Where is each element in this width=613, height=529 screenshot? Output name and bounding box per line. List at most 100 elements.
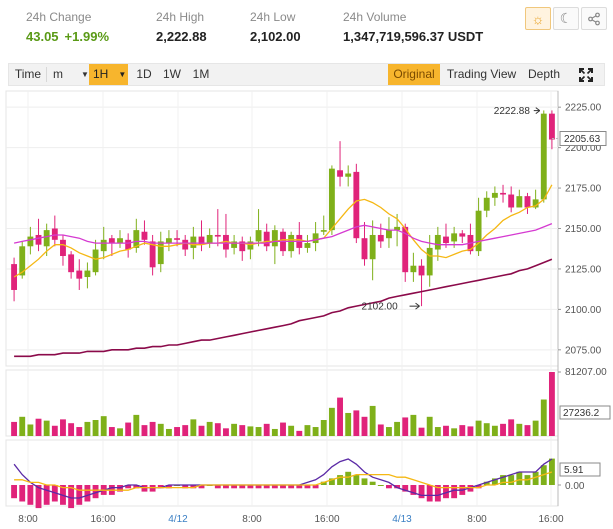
volume-bar (43, 420, 50, 436)
candle-body (43, 230, 50, 247)
stat-label: 24h High (156, 10, 205, 24)
volume-bar (304, 425, 311, 436)
chevron-down-icon: ▼ (81, 70, 89, 79)
candle-body (491, 192, 498, 198)
moving-average-lines (13, 184, 553, 358)
interval-1h-dropdown[interactable]: 1H ▼ (89, 64, 128, 85)
stat-24h-high: 24h High 2,222.88 (156, 10, 207, 44)
depth-button[interactable]: Depth (527, 67, 561, 81)
time-button[interactable]: Time (14, 67, 42, 81)
candle-body (231, 241, 238, 248)
candle-body (320, 230, 327, 232)
chevron-down-icon: ▼ (118, 70, 127, 79)
interval-1m-button[interactable]: 1M (192, 67, 210, 81)
fullscreen-icon[interactable] (573, 64, 599, 85)
share-icon[interactable] (581, 7, 607, 30)
volume-bar (500, 423, 506, 436)
candle-body (141, 231, 148, 240)
candle-body (353, 171, 360, 239)
candle-body (223, 234, 229, 250)
candles-layer (11, 110, 555, 307)
time-axis-label: 4/12 (168, 514, 188, 525)
time-axis-label: 16:00 (538, 514, 563, 525)
candle-body (451, 233, 458, 242)
macd-histogram-bar (198, 485, 205, 489)
candle-body (206, 234, 213, 244)
price-tick-label: 2100.00 (565, 305, 602, 316)
low-marker-label: 2102.00 (362, 302, 399, 313)
volume-bar (271, 428, 278, 436)
interval-1d-button[interactable]: 1D (136, 67, 152, 81)
time-axis-label: 8:00 (242, 514, 262, 525)
macd-histogram-bar (548, 458, 555, 485)
time-axis: 8:00 16:00 4/12 8:00 16:00 4/13 8:00 16:00 (18, 514, 564, 525)
volume-bar (35, 418, 42, 436)
tradingview-button[interactable]: Trading View (446, 67, 517, 81)
sun-icon[interactable]: ☼ (525, 7, 551, 30)
macd-histogram-bar (361, 478, 368, 485)
candle-body (312, 233, 319, 244)
candle-body (247, 241, 254, 250)
macd-histogram-bar (394, 485, 401, 489)
volume-bar (149, 421, 156, 436)
macd-current-label: 5.91 (564, 465, 584, 476)
macd-signal-line (14, 471, 553, 491)
macd-histogram-bar (345, 471, 352, 485)
volume-bar (68, 423, 75, 436)
macd-histogram-bar (76, 485, 83, 505)
candle-body (532, 199, 539, 208)
volume-bar (280, 422, 286, 436)
volume-bar (369, 405, 376, 436)
stat-24h-low: 24h Low 2,102.00 (250, 10, 301, 44)
candle-body (117, 238, 123, 244)
volume-bar (11, 421, 18, 436)
high-marker-label: 2222.88 (494, 106, 531, 117)
volume-bar (312, 427, 319, 436)
candle-body (149, 241, 156, 268)
current-price-box (559, 131, 607, 147)
original-view-button[interactable]: Original (388, 64, 440, 85)
candle-body (239, 241, 246, 252)
minute-dropdown[interactable]: m ▼ (49, 64, 89, 85)
candle-body (92, 249, 99, 273)
macd-histogram-bar (304, 485, 311, 489)
volume-bar (84, 421, 91, 436)
macd-histogram-bar (418, 485, 425, 499)
macd-histogram-bar (434, 485, 441, 502)
macd-histogram-bar (410, 485, 417, 495)
header-buttons: ☼ ☾ (523, 7, 607, 30)
interval-label: 1H (93, 67, 109, 81)
macd-histogram-bar (353, 475, 360, 485)
volume-bar (475, 420, 482, 436)
volume-bars-layer (11, 372, 555, 436)
volume-bar (459, 425, 466, 436)
volume-bar (27, 424, 34, 436)
macd-histogram-bar (271, 485, 278, 489)
macd-histogram-bar (443, 485, 449, 499)
volume-bar (540, 399, 547, 436)
ma-long-line (14, 258, 553, 358)
macd-histogram-bar (500, 475, 506, 485)
kline-chart[interactable]: 2225.00 2200.00 2175.00 2150.00 2125.00 2100.… (0, 88, 613, 529)
stat-value: 2,102.00 (250, 29, 301, 44)
price-tick-label: 2200.00 (565, 143, 602, 154)
volume-bar (231, 423, 238, 436)
toolbar-divider (46, 67, 47, 82)
macd-histogram-bar (467, 485, 474, 492)
volume-bar (239, 425, 246, 436)
macd-histogram-bar (84, 485, 91, 502)
candle-body (182, 239, 189, 250)
volume-bar (214, 423, 221, 436)
candle-body (386, 230, 392, 239)
change-percent: +1.99% (64, 29, 109, 44)
macd-histogram-bar (133, 485, 140, 489)
volume-bar (157, 423, 164, 436)
moon-icon[interactable]: ☾ (553, 7, 579, 30)
interval-1w-button[interactable]: 1W (163, 67, 181, 81)
volume-bar (60, 419, 66, 436)
macd-histogram-bar (141, 485, 148, 492)
volume-bar (491, 425, 498, 436)
volume-bar (198, 425, 205, 436)
price-tick-label: 2225.00 (565, 103, 602, 114)
candle-body (540, 113, 547, 200)
